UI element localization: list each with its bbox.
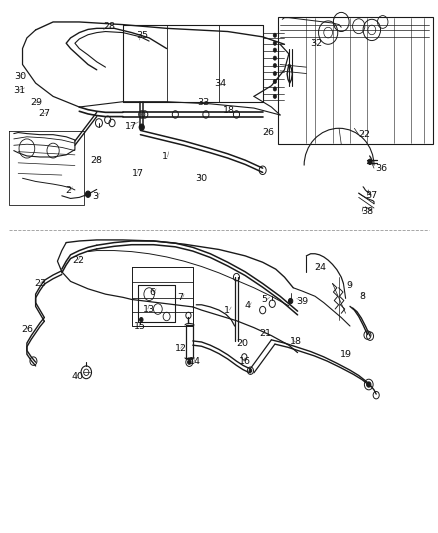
Text: 38: 38	[361, 207, 373, 216]
Text: 1: 1	[162, 152, 168, 161]
Circle shape	[273, 71, 277, 76]
Circle shape	[368, 159, 372, 165]
Text: 22: 22	[359, 130, 371, 139]
Text: 7: 7	[177, 293, 184, 302]
Text: 6: 6	[149, 287, 155, 296]
Circle shape	[139, 124, 145, 131]
Text: 17: 17	[132, 169, 144, 178]
Circle shape	[273, 94, 277, 99]
Text: 22: 22	[73, 256, 85, 264]
Circle shape	[273, 79, 277, 84]
Text: 17: 17	[125, 122, 137, 131]
Text: 29: 29	[30, 98, 42, 107]
Text: 3: 3	[92, 192, 99, 201]
Text: 2: 2	[65, 186, 71, 195]
Text: 19: 19	[340, 350, 353, 359]
Text: 18: 18	[290, 337, 302, 346]
Circle shape	[273, 87, 277, 91]
Text: 8: 8	[360, 292, 366, 301]
Circle shape	[288, 298, 293, 304]
Text: 40: 40	[71, 372, 83, 381]
Text: 21: 21	[259, 329, 271, 338]
Text: 34: 34	[215, 78, 227, 87]
Text: 14: 14	[189, 357, 201, 366]
Text: 23: 23	[35, 279, 47, 288]
Text: 16: 16	[239, 357, 251, 366]
Circle shape	[187, 360, 191, 365]
Circle shape	[273, 33, 277, 37]
Text: 39: 39	[296, 296, 308, 305]
Text: 30: 30	[14, 71, 26, 80]
Text: 28: 28	[90, 156, 102, 165]
Text: 26: 26	[263, 128, 275, 137]
Circle shape	[367, 382, 371, 387]
Text: 33: 33	[197, 98, 209, 107]
Text: 1: 1	[224, 305, 230, 314]
Text: 26: 26	[21, 325, 34, 334]
Text: 5: 5	[262, 295, 268, 304]
Text: 13: 13	[143, 304, 155, 313]
Circle shape	[273, 56, 277, 60]
Text: 31: 31	[13, 85, 25, 94]
Circle shape	[249, 369, 252, 372]
Text: 9: 9	[346, 281, 353, 290]
Text: 28: 28	[103, 22, 115, 31]
Text: 36: 36	[375, 164, 388, 173]
Text: 30: 30	[195, 174, 207, 183]
FancyBboxPatch shape	[278, 17, 433, 144]
Text: 24: 24	[314, 263, 326, 272]
Text: 18: 18	[223, 106, 235, 115]
Text: 15: 15	[134, 321, 146, 330]
Text: 37: 37	[365, 191, 378, 200]
Circle shape	[273, 41, 277, 45]
Text: 4: 4	[244, 301, 251, 310]
Circle shape	[273, 48, 277, 52]
Circle shape	[140, 318, 143, 322]
Text: 32: 32	[311, 39, 323, 48]
Text: 12: 12	[175, 344, 187, 353]
Text: 35: 35	[136, 31, 148, 41]
Circle shape	[273, 63, 277, 68]
Circle shape	[85, 191, 91, 197]
Text: 20: 20	[237, 338, 248, 348]
Text: 27: 27	[38, 109, 50, 118]
